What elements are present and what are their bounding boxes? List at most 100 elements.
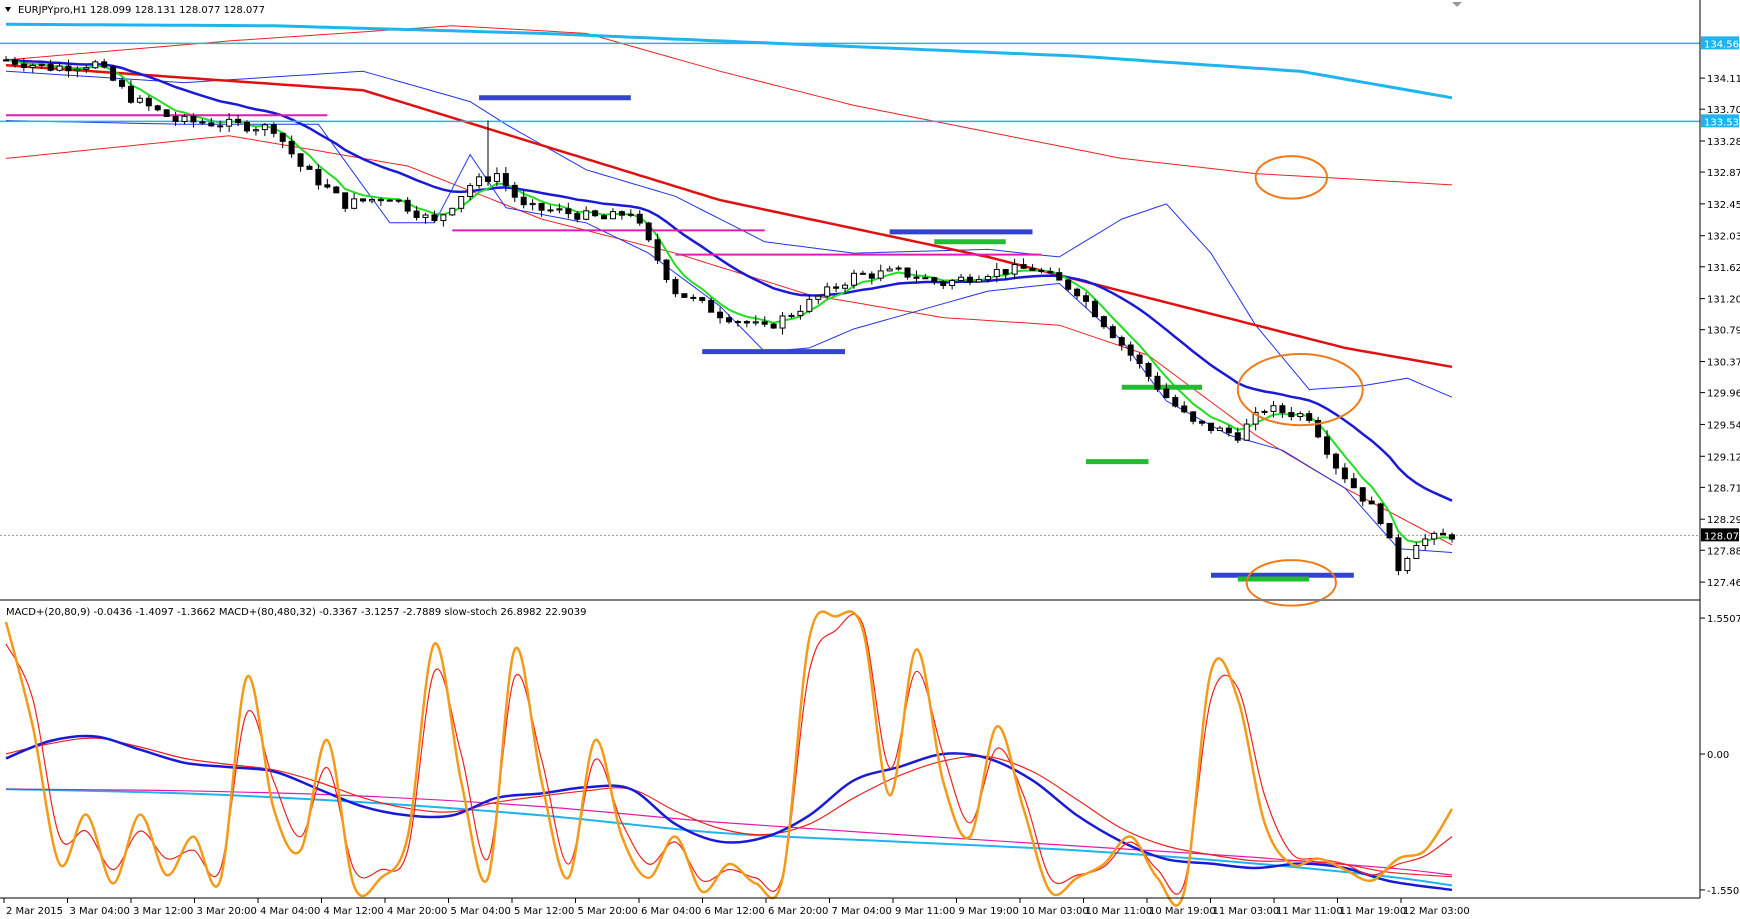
candle-body[interactable] [1002,269,1009,275]
candle-body[interactable] [842,284,849,289]
candle-body[interactable] [574,213,581,220]
candle-body[interactable] [1324,436,1331,455]
candle-body[interactable] [422,214,429,218]
candle-body[interactable] [270,124,277,134]
candle-body[interactable] [1332,453,1339,469]
candle-body[interactable] [949,279,956,287]
candle-body[interactable] [645,222,652,241]
candle-body[interactable] [1386,523,1393,539]
candle-body[interactable] [752,321,759,324]
price-pane[interactable] [0,22,1700,607]
candle-body[interactable] [1136,354,1143,365]
candle-body[interactable] [1208,422,1214,432]
candle-body[interactable] [538,202,545,211]
candle-body[interactable] [601,215,608,220]
candle-body[interactable] [895,267,902,270]
candle-body[interactable] [993,269,1000,277]
candle-body[interactable] [11,59,18,65]
candle-body[interactable] [65,65,72,72]
candle-body[interactable] [850,272,857,286]
candle-body[interactable] [1047,270,1054,274]
candle-body[interactable] [1270,405,1277,412]
candle-body[interactable] [38,63,45,66]
annotation-circle[interactable] [1245,559,1337,607]
candle-body[interactable] [967,276,973,283]
candle-body[interactable] [226,118,233,127]
candle-body[interactable] [940,281,947,287]
candle-body[interactable] [279,132,286,142]
candle-body[interactable] [404,199,411,212]
candle-body[interactable] [154,105,161,111]
candle-body[interactable] [618,211,625,216]
candle-body[interactable] [395,199,402,202]
candle-body[interactable] [627,213,634,216]
candle-body[interactable] [315,168,322,186]
candle-body[interactable] [56,65,63,71]
candle-body[interactable] [324,184,331,188]
candle-body[interactable] [360,198,367,202]
candle-body[interactable] [770,323,777,329]
candle-body[interactable] [609,211,616,220]
candle-body[interactable] [797,310,804,316]
candle-body[interactable] [1243,423,1250,441]
candle-body[interactable] [761,321,768,325]
candle-body[interactable] [984,275,991,281]
candle-body[interactable] [1091,300,1098,318]
candle-body[interactable] [493,173,500,182]
candle-body[interactable] [833,286,840,289]
candle-body[interactable] [547,209,554,212]
candle-body[interactable] [734,320,741,323]
candle-body[interactable] [886,268,893,272]
candle-body[interactable] [1288,411,1295,418]
candle-body[interactable] [877,270,884,279]
candle-body[interactable] [1056,272,1063,281]
candle-body[interactable] [1127,344,1134,356]
candle-body[interactable] [726,317,732,323]
candle-body[interactable] [717,311,724,319]
candle-body[interactable] [29,64,36,68]
candle-body[interactable] [136,97,143,103]
candle-body[interactable] [975,279,982,283]
candle-body[interactable] [672,279,679,295]
candle-body[interactable] [958,276,965,281]
candle-body[interactable] [1350,478,1357,489]
candle-body[interactable] [779,315,786,329]
candle-body[interactable] [1252,411,1259,425]
candle-body[interactable] [440,214,447,222]
candle-body[interactable] [190,115,197,123]
candle-body[interactable] [592,210,599,217]
candle-body[interactable] [913,276,920,279]
candle-body[interactable] [476,176,483,187]
candle-body[interactable] [1011,264,1018,275]
candle-body[interactable] [1225,427,1232,434]
candle-body[interactable] [708,299,715,313]
candle-body[interactable] [1449,534,1455,540]
candle-body[interactable] [1065,279,1072,290]
candle-body[interactable] [1440,532,1447,536]
candle-body[interactable] [1154,375,1161,390]
candle-body[interactable] [1074,288,1081,297]
candle-body[interactable] [377,198,384,202]
candle-body[interactable] [208,122,215,127]
candle-body[interactable] [92,61,99,69]
candle-body[interactable] [252,129,259,132]
candle-body[interactable] [1261,410,1268,413]
annotation-circle[interactable] [1254,155,1329,200]
chart-menu-triangle-icon[interactable] [5,7,11,12]
candle-body[interactable] [1020,264,1027,269]
indicator-pane[interactable] [4,610,1454,907]
candle-body[interactable] [485,176,491,182]
candle-body[interactable] [47,63,54,71]
candle-body[interactable] [690,296,697,299]
candle-body[interactable] [824,286,831,297]
candle-body[interactable] [931,277,938,283]
candle-body[interactable] [868,273,875,279]
candle-body[interactable] [127,85,134,103]
candle-body[interactable] [815,295,822,300]
candle-body[interactable] [904,267,911,278]
candle-body[interactable] [74,68,81,72]
candle-body[interactable] [1297,413,1304,418]
candle-body[interactable] [1377,503,1384,525]
candle-body[interactable] [1038,269,1045,272]
candle-body[interactable] [1315,419,1322,438]
